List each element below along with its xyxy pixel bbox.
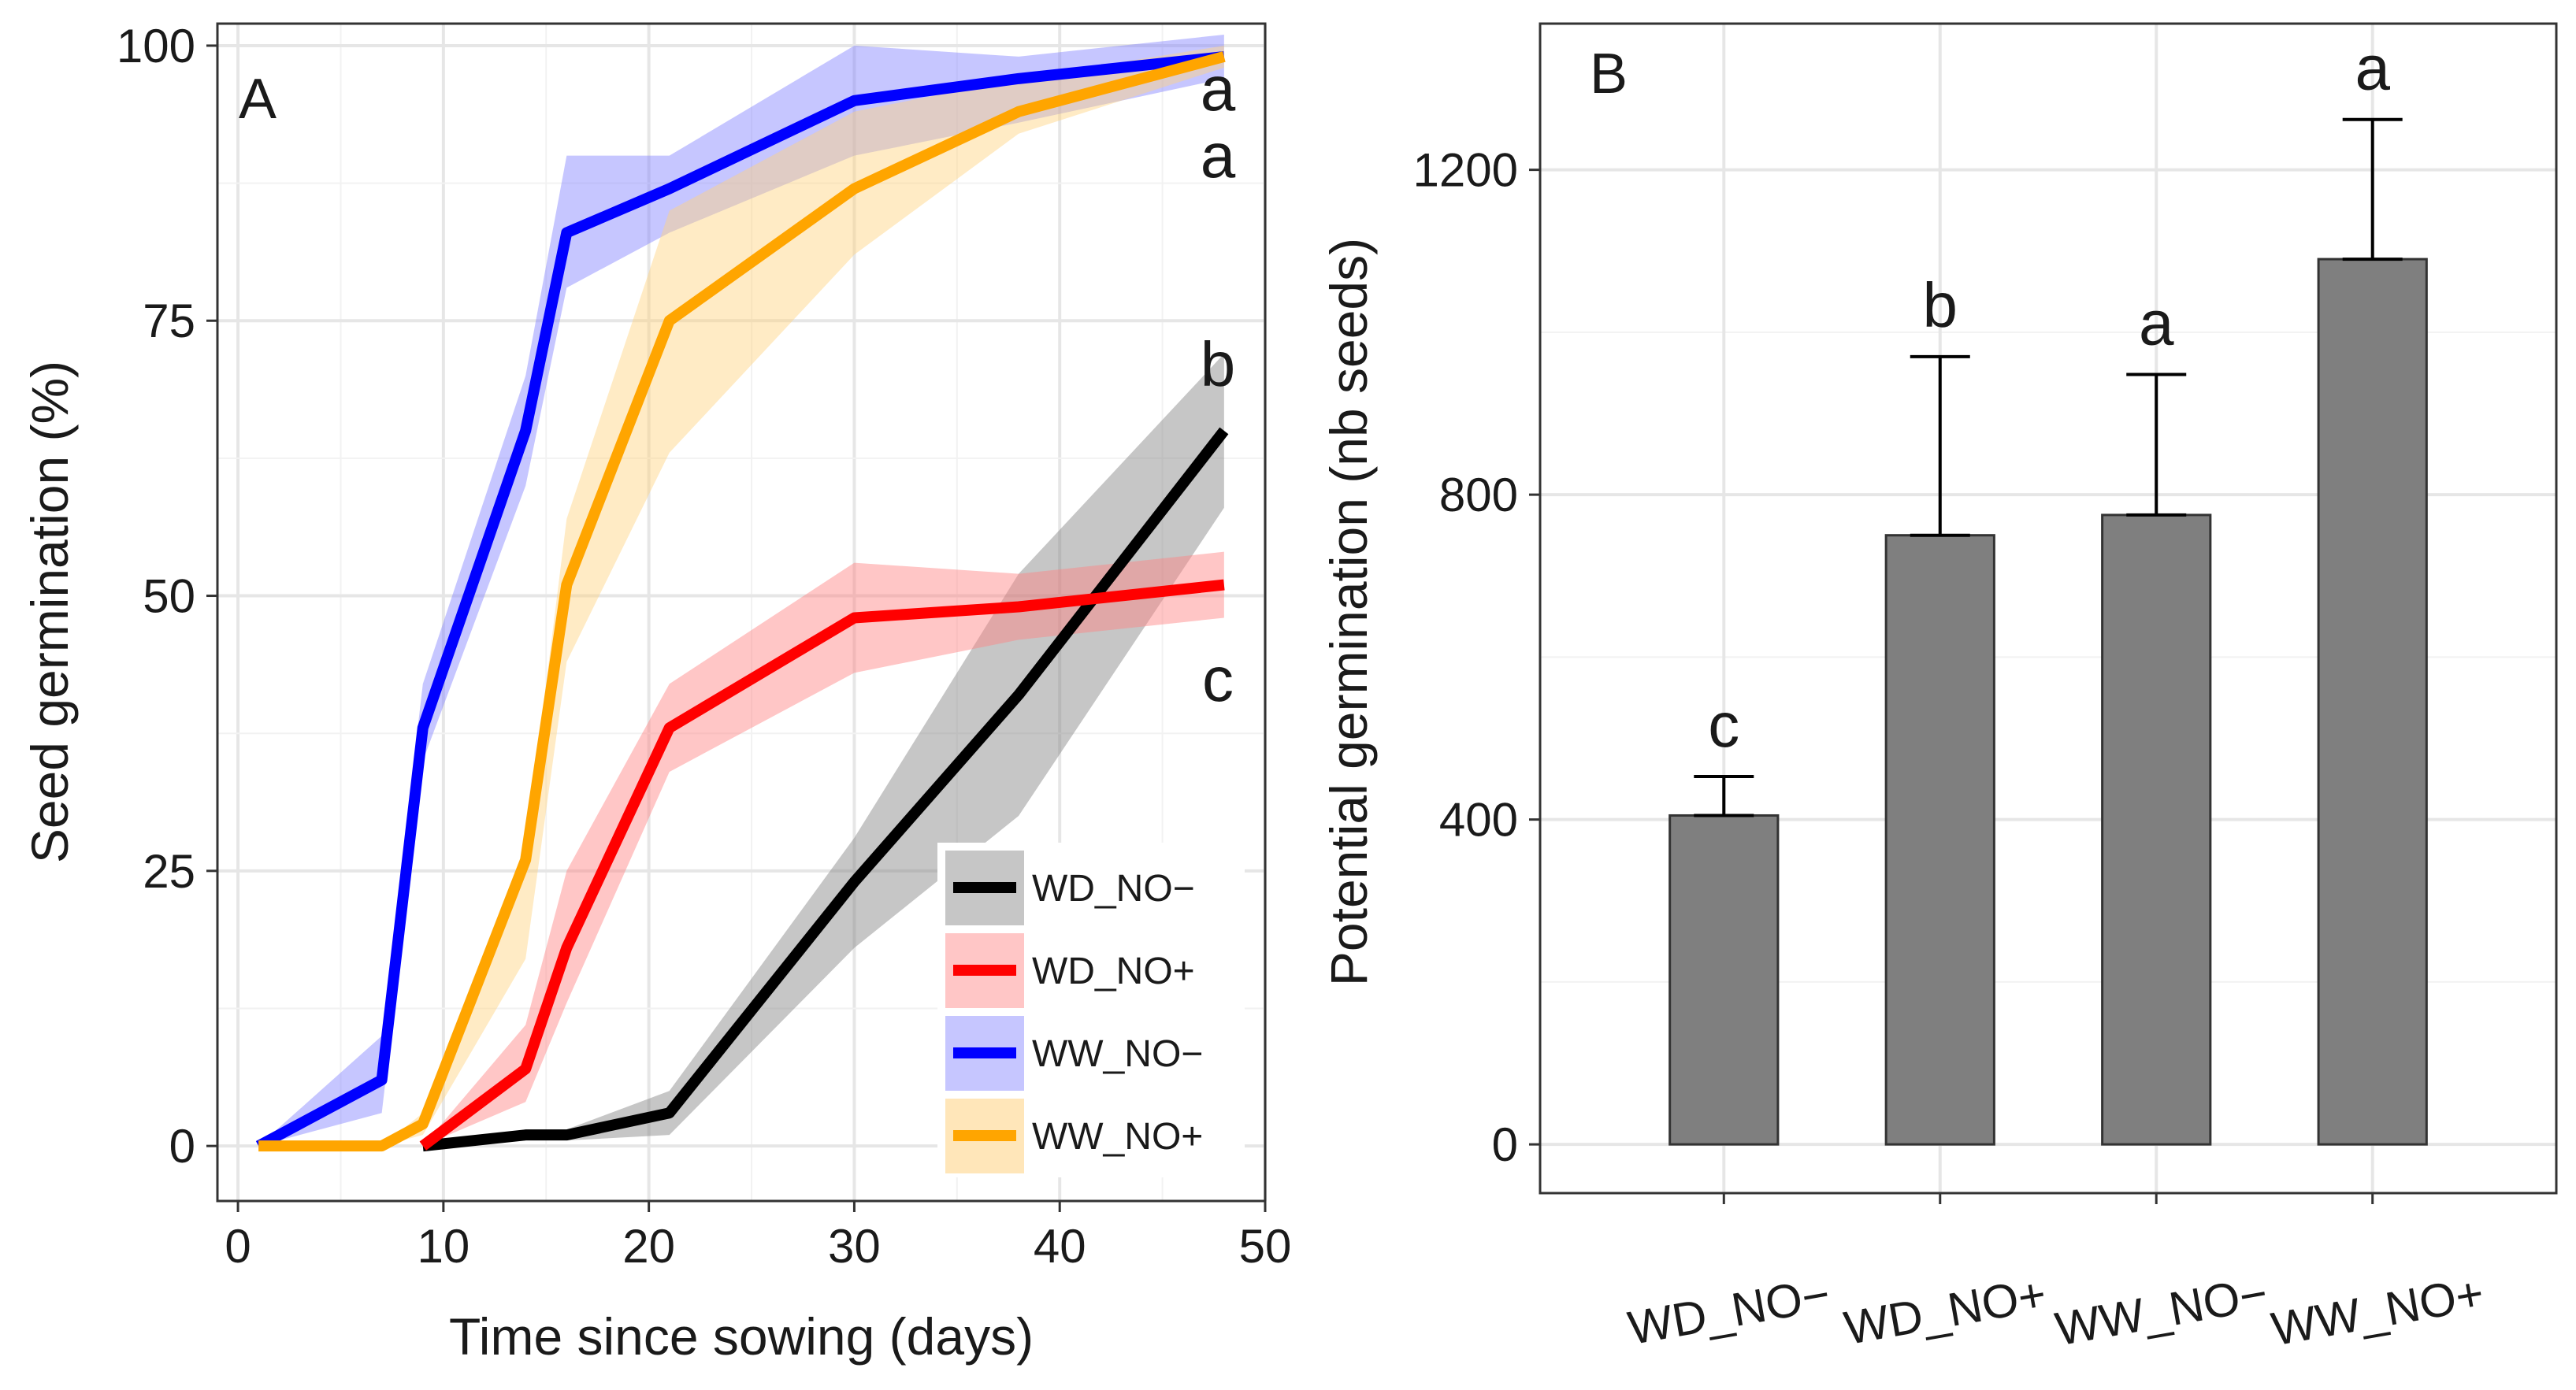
panel-a-series-lines [255, 50, 1229, 1152]
panel-a-x-tick-label: 0 [225, 1220, 251, 1273]
category-label-ww-no-minus: WW_NO− [2051, 1266, 2271, 1355]
letter-wd-no-minus: b [1201, 329, 1236, 399]
panel-a-y-tick-label: 25 [143, 845, 195, 898]
bar-ww-no-minus [2101, 513, 2212, 1146]
category-label-ww-no-plus: WW_NO+ [2268, 1266, 2488, 1355]
bar-wd-no-plus [1884, 534, 1995, 1146]
panel-a-y-tick-label: 100 [117, 20, 195, 72]
panel-b-significance-letters: c b a a [1708, 33, 2390, 760]
legend-item-wd-no-plus: WD_NO+ [945, 933, 1195, 1008]
letter-wd-no-plus: b [1923, 270, 1958, 340]
letter-wd-no-plus: c [1202, 644, 1234, 714]
letter-ww-no-plus: a [1201, 120, 1236, 191]
error-bar-wd-no-plus [1910, 354, 1970, 537]
legend-item-ww-no-minus: WW_NO− [945, 1016, 1203, 1091]
panel-b-error-bars [1694, 117, 2403, 817]
panel-b-y-tick-label: 400 [1439, 794, 1518, 847]
letter-ww-no-minus: a [1201, 54, 1236, 124]
panel-b-y-axis-title: Potential germination (nb seeds) [1320, 238, 1378, 986]
panel-b-y-tick-label: 800 [1439, 469, 1518, 521]
panel-a-x-tick-label: 30 [828, 1220, 881, 1273]
panel-b-y-tick-label: 0 [1492, 1118, 1518, 1171]
panel-a-line-chart: 0 10 20 30 40 50 0 25 50 75 100 b c aa A Time since … [20, 20, 1291, 1366]
line-wd-no-plus [419, 579, 1225, 1151]
panel-b-bars [1668, 258, 2428, 1146]
panel-a-x-axis-title: Time since sowing (days) [449, 1307, 1034, 1366]
legend-label-wd-no-plus: WD_NO+ [1032, 951, 1195, 992]
panel-a-label: A [239, 68, 277, 131]
bar-ww-no-plus [2317, 258, 2428, 1146]
error-bar-wd-no-minus [1694, 774, 1754, 817]
panel-a-x-tick-label: 50 [1239, 1220, 1292, 1273]
panel-a-ticks: 0 10 20 30 40 50 0 25 50 75 100 [117, 20, 1291, 1273]
error-bar-ww-no-plus [2342, 117, 2403, 261]
line-wd-no-minus [422, 427, 1229, 1152]
panel-a-y-axis-title: Seed germination (%) [20, 361, 79, 863]
panel-a-plot-border [216, 22, 1267, 1203]
legend-label-ww-no-minus: WW_NO− [1032, 1033, 1203, 1075]
panel-a-legend: WD_NO− WD_NO+ WW_NO− WW_NO+ [937, 843, 1245, 1177]
panel-a-x-tick-label: 10 [417, 1220, 470, 1273]
line-ww-no-plus [258, 51, 1226, 1152]
letter-ww-no-minus: a [2139, 288, 2174, 358]
panel-b-y-tick-label: 1200 [1413, 144, 1518, 197]
category-label-wd-no-minus: WD_NO− [1624, 1267, 1834, 1355]
panel-b-bar-chart: WD_NO− WD_NO+ WW_NO−WW_NO+ 0 400 800 1200 c b a a… [1320, 22, 2558, 1355]
category-label-wd-no-plus: WD_NO+ [1840, 1267, 2050, 1355]
letter-ww-no-plus: a [2355, 33, 2390, 103]
panel-a-x-tick-label: 20 [622, 1220, 675, 1273]
panel-a-y-tick-label: 75 [143, 295, 195, 347]
panel-a-y-tick-label: 0 [169, 1120, 195, 1173]
panel-a-y-tick-label: 50 [143, 570, 195, 623]
line-ww-no-minus [255, 50, 1225, 1151]
panel-b-plot-border [1539, 22, 2558, 1195]
panel-b-label: B [1590, 43, 1628, 106]
legend-label-ww-no-plus: WW_NO+ [1032, 1116, 1203, 1158]
panel-a-x-tick-label: 40 [1034, 1220, 1086, 1273]
error-bar-ww-no-minus [2126, 373, 2187, 517]
panel-a-significance-letters: b c aa [1201, 54, 1236, 714]
legend-item-ww-no-plus: WW_NO+ [945, 1099, 1203, 1173]
letter-wd-no-minus: c [1708, 690, 1739, 760]
legend-item-wd-no-minus: WD_NO− [945, 851, 1195, 925]
legend-label-wd-no-minus: WD_NO− [1032, 868, 1195, 910]
bar-wd-no-minus [1668, 814, 1780, 1146]
